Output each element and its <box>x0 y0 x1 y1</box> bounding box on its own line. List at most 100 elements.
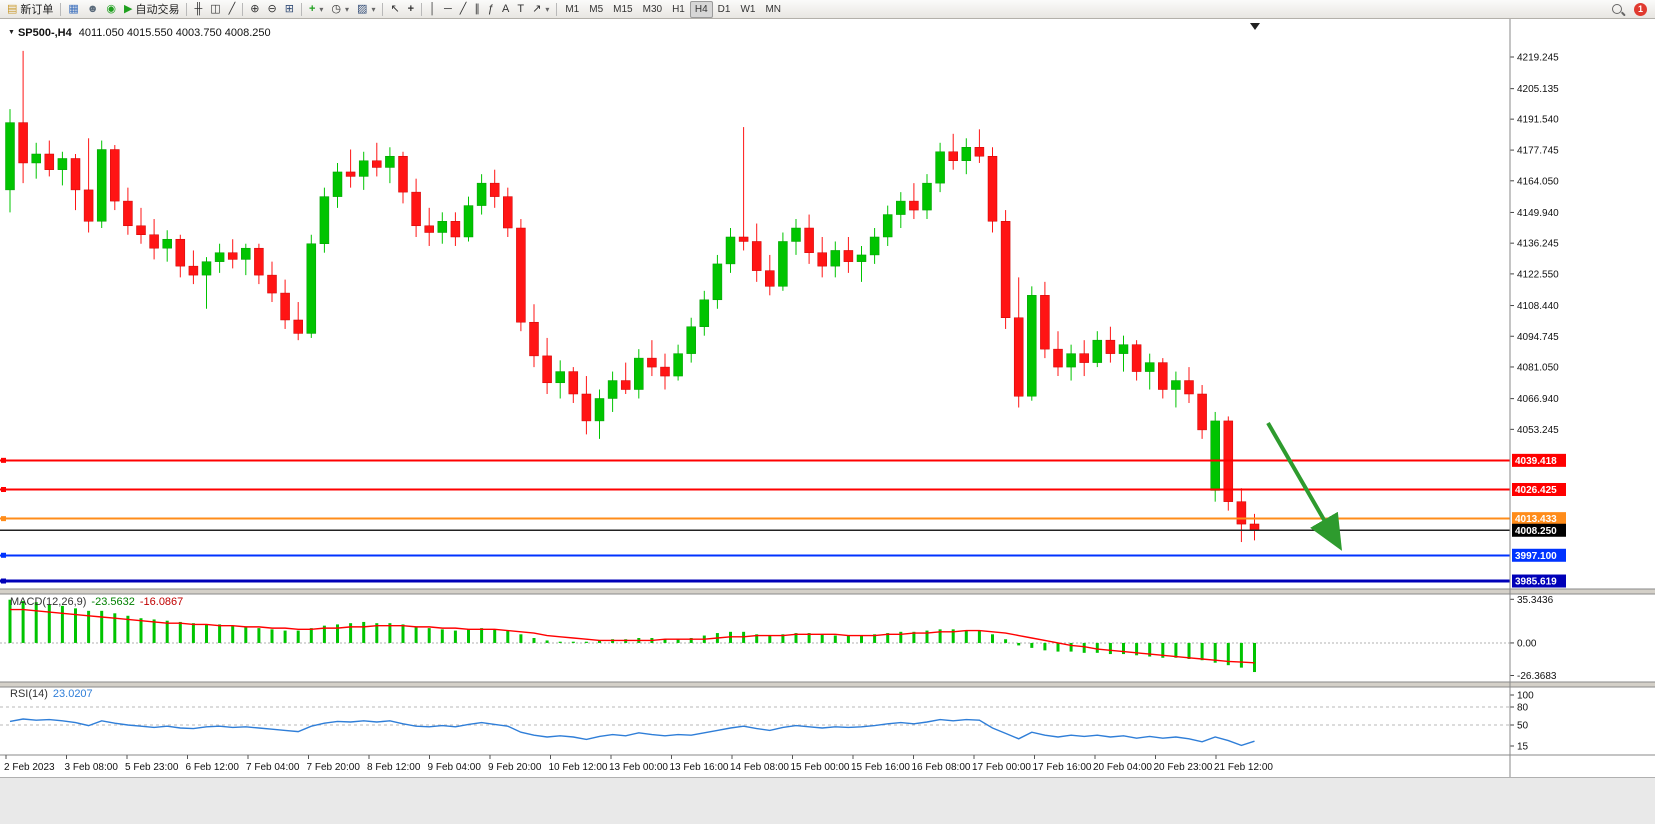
trendline-icon: ╱ <box>459 2 467 15</box>
candle-body <box>476 182 487 206</box>
candle-body <box>856 254 867 262</box>
rsi-scale-label: 15 <box>1517 742 1529 753</box>
text-button[interactable]: A <box>498 0 513 18</box>
line-chart-button[interactable]: ╱ <box>225 0 240 18</box>
candle-body <box>620 380 631 390</box>
crosshair-button[interactable]: + <box>404 0 418 18</box>
timeframe-m5-button[interactable]: M5 <box>589 3 604 15</box>
candle-body <box>175 238 186 267</box>
horizontal-line-button[interactable]: ─ <box>440 0 456 18</box>
hline-handle[interactable] <box>1 516 6 522</box>
new-order-label: 新订单 <box>20 4 54 16</box>
cursor-button[interactable]: ↖ <box>386 0 403 18</box>
hline-handle[interactable] <box>1 578 6 584</box>
timeframe-h4-button[interactable]: H4 <box>689 0 713 18</box>
candle-body <box>1027 295 1037 397</box>
price-axis-label: 4149.940 <box>1517 208 1559 219</box>
chart-canvas[interactable]: 4039.418 4026.425 4013.433 3997.100 3985.619… <box>0 19 1655 777</box>
horizontal-line[interactable]: 3985.619 <box>0 574 1566 588</box>
horizontal-line[interactable]: 4026.425 <box>0 482 1566 496</box>
timeframe-m1-button[interactable]: M1 <box>565 3 580 15</box>
candle-body <box>765 270 775 287</box>
timeframe-h1-button[interactable]: H1 <box>672 3 685 15</box>
fibonacci-icon: ƒ <box>487 2 495 15</box>
candle-body <box>751 241 762 271</box>
candle-body <box>44 153 55 170</box>
autotrading-button[interactable]: ▶ 自动交易 <box>120 0 183 18</box>
pane-separator-1[interactable] <box>0 589 1655 594</box>
channel-button[interactable]: ∥ <box>470 0 484 18</box>
trend-arrow[interactable] <box>1266 421 1343 551</box>
timeframe-m30-button[interactable]: M30 <box>642 3 663 15</box>
pane-separator-2[interactable] <box>0 682 1655 687</box>
candle-body <box>5 122 15 191</box>
horizontal-line[interactable]: 3997.100 <box>0 548 1566 562</box>
toolbar-separator <box>421 2 423 16</box>
profiles-button[interactable]: ☻ <box>83 0 103 18</box>
time-axis-label: 9 Feb 20:00 <box>488 762 542 773</box>
candlestick-button[interactable]: ◫ <box>206 0 224 18</box>
hline-handle[interactable] <box>1 457 6 463</box>
indicators-button[interactable]: + ▾ <box>305 0 327 18</box>
candle-body <box>201 261 212 276</box>
candle-body <box>516 227 526 323</box>
hline-handle[interactable] <box>1 552 6 558</box>
candle-body <box>1171 380 1181 390</box>
candle-body <box>594 398 605 422</box>
timeframe-d1-button[interactable]: D1 <box>717 3 731 15</box>
candle-body <box>909 200 919 211</box>
candle-body <box>987 155 998 222</box>
timeframe-mn-button[interactable]: MN <box>765 3 782 15</box>
vertical-line-button[interactable]: │ <box>425 0 440 18</box>
templates-button[interactable]: ▨ ▾ <box>353 0 379 18</box>
candle-body <box>738 236 749 242</box>
candle-body <box>791 227 801 242</box>
time-axis-label: 20 Feb 04:00 <box>1093 762 1152 773</box>
cursor-icon: ↖ <box>390 2 400 15</box>
dropdown-arrow-icon: ▾ <box>319 4 324 14</box>
toolbar-separator <box>382 2 384 16</box>
ohlc-bars-button[interactable]: ╫ <box>190 0 206 18</box>
new-order-button[interactable]: ▤ 新订单 <box>3 0 57 18</box>
candle-body <box>463 205 474 238</box>
template-icon: ▨ <box>357 2 368 15</box>
timeframe-w1-button[interactable]: W1 <box>740 3 756 15</box>
time-axis-label: 14 Feb 08:00 <box>730 762 789 773</box>
trendline-button[interactable]: ╱ <box>456 0 471 18</box>
candle-body <box>489 182 500 197</box>
profiles-icon: ☻ <box>86 2 99 15</box>
toolbar-separator <box>186 2 188 16</box>
timeframe-m15-button[interactable]: M15 <box>613 3 633 15</box>
time-axis-label: 10 Feb 12:00 <box>549 762 608 773</box>
candle-body <box>267 274 277 294</box>
zoom-in-button[interactable]: ⊕ <box>246 0 263 18</box>
candle-body <box>227 252 238 260</box>
candle-body <box>83 189 94 222</box>
notification-badge[interactable]: 1 <box>1634 2 1647 16</box>
candle-body <box>385 155 395 168</box>
candle-body <box>1066 353 1076 368</box>
time-axis-label: 2 Feb 2023 <box>4 762 55 773</box>
charts-button[interactable]: ▦ <box>64 0 82 18</box>
price-axis-label: 4177.745 <box>1517 146 1559 157</box>
scroll-to-end-marker[interactable] <box>1250 23 1260 30</box>
navigator-button[interactable]: ◉ <box>102 0 120 18</box>
fibonacci-button[interactable]: ƒ <box>484 0 498 18</box>
channel-icon: ∥ <box>474 2 480 15</box>
candle-body <box>804 227 814 253</box>
arrows-tool-icon: ↗ <box>532 2 542 15</box>
hline-handle[interactable] <box>1 486 6 492</box>
candle-body <box>974 147 985 157</box>
horizontal-line[interactable]: 4013.433 <box>0 512 1566 526</box>
arrows-tool-button[interactable]: ↗ ▾ <box>528 0 553 18</box>
candle-body <box>555 371 565 384</box>
periods-button[interactable]: ◷ ▾ <box>327 0 353 18</box>
zoom-out-button[interactable]: ⊖ <box>264 0 281 18</box>
candle-body <box>149 234 159 249</box>
horizontal-line[interactable]: 4039.418 <box>0 453 1566 467</box>
tile-windows-button[interactable]: ⊞ <box>281 0 298 18</box>
chart-area[interactable]: 4039.418 4026.425 4013.433 3997.100 3985.619… <box>0 19 1655 777</box>
text-label-button[interactable]: T <box>513 0 528 18</box>
search-icon[interactable] <box>1612 4 1622 14</box>
